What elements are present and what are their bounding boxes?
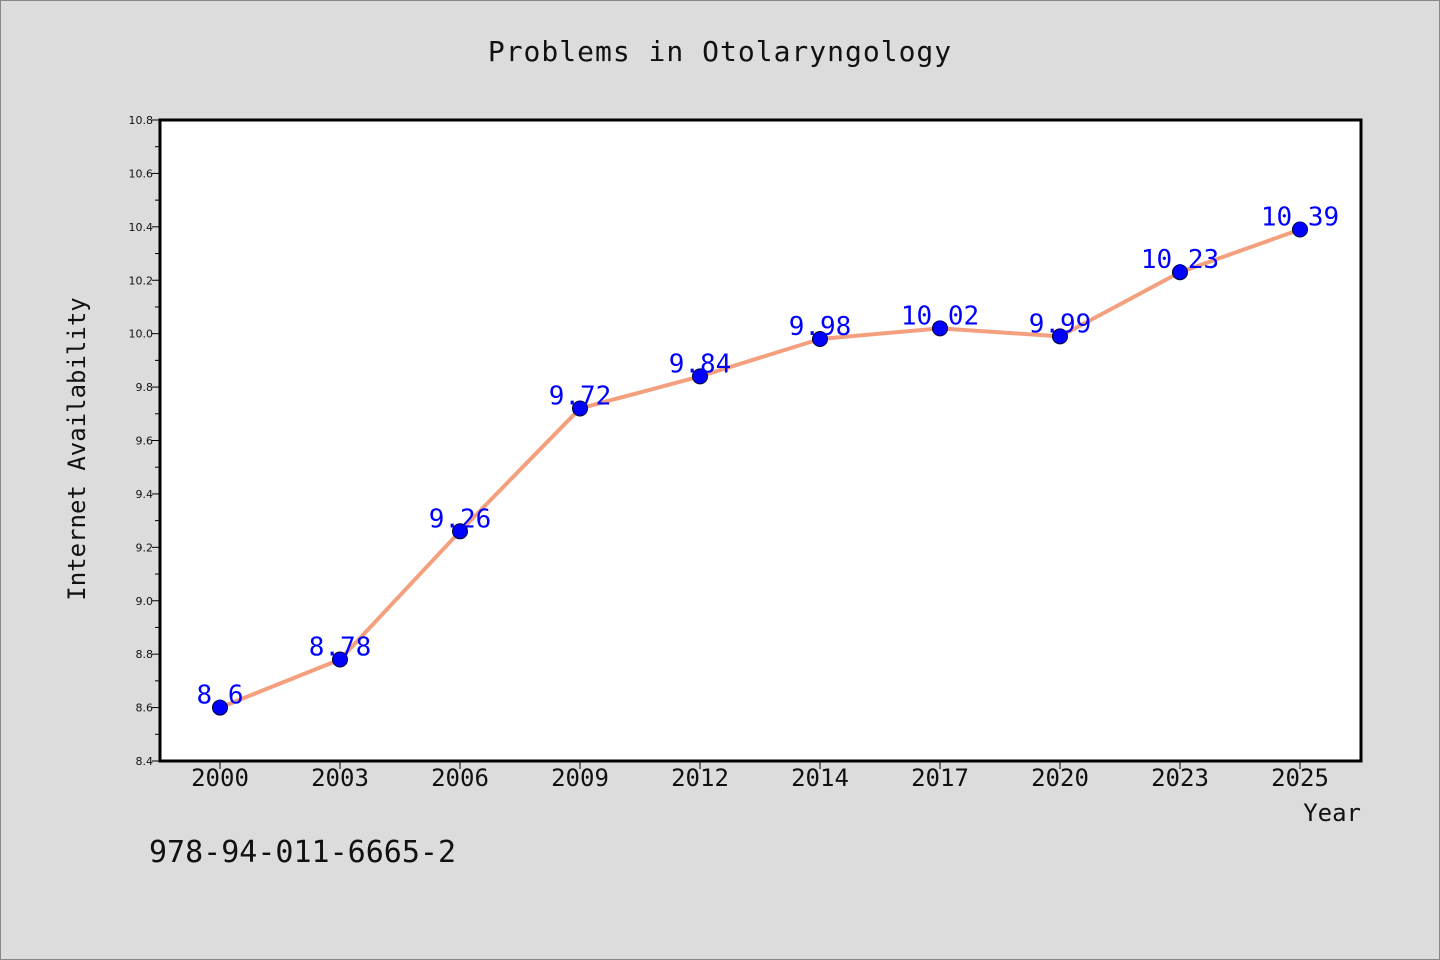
chart-title: Problems in Otolaryngology bbox=[487, 35, 953, 68]
data-point bbox=[212, 699, 228, 716]
y-tick-label: 9.4 bbox=[136, 488, 154, 501]
y-tick-label: 9.0 bbox=[136, 595, 154, 608]
y-tick-label: 9.2 bbox=[136, 541, 154, 554]
data-point bbox=[692, 368, 708, 385]
x-axis-label: Year bbox=[1303, 799, 1361, 827]
data-label: 10.02 bbox=[901, 301, 979, 331]
data-label: 10.39 bbox=[1261, 203, 1339, 233]
series-line bbox=[218, 227, 1302, 710]
y-tick-label: 10.2 bbox=[129, 274, 154, 287]
plot-area bbox=[158, 118, 1363, 763]
y-tick-label: 10.6 bbox=[129, 167, 154, 180]
x-tick-label: 2014 bbox=[791, 764, 849, 792]
x-tick-label: 2017 bbox=[911, 764, 969, 792]
data-label: 9.84 bbox=[669, 349, 732, 379]
data-point bbox=[932, 320, 948, 337]
data-point bbox=[1292, 221, 1308, 238]
x-tick-label: 2020 bbox=[1031, 764, 1089, 792]
y-tick-label: 9.6 bbox=[136, 435, 154, 448]
x-tick-label: 2000 bbox=[191, 764, 249, 792]
y-tick-label: 8.4 bbox=[136, 755, 154, 768]
data-point bbox=[452, 523, 468, 540]
y-tick-label: 8.8 bbox=[136, 648, 154, 661]
x-tick-label: 2025 bbox=[1271, 764, 1329, 792]
data-point bbox=[812, 331, 828, 348]
x-tick-label: 2003 bbox=[311, 764, 369, 792]
data-label: 10.23 bbox=[1141, 245, 1219, 275]
data-point bbox=[572, 400, 588, 417]
data-label: 8.6 bbox=[197, 681, 244, 711]
x-tick-label: 2023 bbox=[1151, 764, 1209, 792]
data-label: 9.26 bbox=[429, 504, 492, 534]
data-point bbox=[1052, 328, 1068, 345]
y-tick-label: 10.0 bbox=[129, 328, 154, 341]
isbn-text: 978-94-011-6665-2 bbox=[149, 835, 457, 870]
data-label: 8.78 bbox=[309, 633, 372, 663]
data-label: 9.98 bbox=[789, 312, 852, 342]
y-tick-label: 9.8 bbox=[136, 381, 154, 394]
x-tick-label: 2006 bbox=[431, 764, 489, 792]
data-label: 9.72 bbox=[549, 381, 612, 411]
data-label: 9.99 bbox=[1029, 309, 1092, 339]
x-tick-label: 2012 bbox=[671, 764, 729, 792]
data-point bbox=[332, 651, 348, 668]
x-tick-label: 2009 bbox=[551, 764, 609, 792]
y-tick-label: 10.8 bbox=[129, 114, 154, 127]
data-point bbox=[1172, 264, 1188, 281]
y-tick-label: 10.4 bbox=[129, 221, 154, 234]
y-axis-label: Internet Availability bbox=[63, 297, 91, 600]
y-tick-label: 8.6 bbox=[136, 702, 154, 715]
